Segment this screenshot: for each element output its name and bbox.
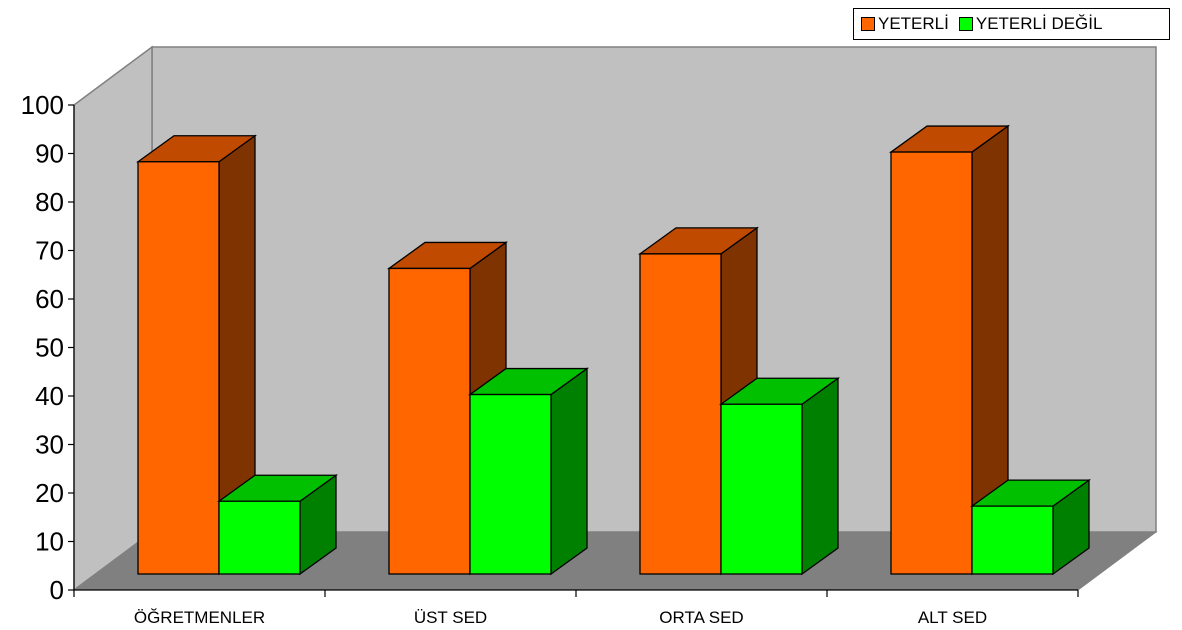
- y-tick-label: 80: [35, 187, 64, 217]
- bar-side-face: [550, 367, 588, 576]
- y-axis-ticks: 0 10 20 30 40 50 60 70 80 90 100: [21, 90, 75, 605]
- y-tick-label: 30: [35, 430, 64, 460]
- bar: [135, 134, 258, 576]
- x-tick-label: ALT SED: [918, 608, 987, 627]
- y-tick-label: 100: [21, 90, 64, 120]
- y-tick-label: 90: [35, 139, 64, 169]
- bar-front-face: [218, 500, 301, 575]
- legend-label-yeterli-degil: YETERLİ DEĞİL: [975, 14, 1103, 33]
- y-tick-label: 70: [35, 236, 64, 266]
- bar: [969, 478, 1092, 576]
- bar: [718, 376, 841, 576]
- legend-item-yeterli: YETERLİ: [861, 14, 949, 34]
- bars: [135, 124, 1092, 576]
- legend-swatch-yeterli: [861, 17, 875, 31]
- y-tick-label: 10: [35, 527, 64, 557]
- x-tick-label: ÜST SED: [414, 608, 487, 627]
- bar: [888, 124, 1011, 576]
- y-tick-label: 50: [35, 333, 64, 363]
- bar: [216, 473, 339, 576]
- bar-front-face: [971, 505, 1054, 575]
- legend: YETERLİ YETERLİ DEĞİL: [853, 8, 1170, 40]
- x-tick-label: ÖĞRETMENLER: [134, 608, 265, 627]
- legend-label-yeterli: YETERLİ: [878, 14, 949, 33]
- bar-side-face: [801, 376, 839, 576]
- y-tick-label: 40: [35, 381, 64, 411]
- bar-front-face: [137, 161, 220, 575]
- y-tick-label: 60: [35, 284, 64, 314]
- x-tick-label: ORTA SED: [659, 608, 743, 627]
- bar: [467, 367, 590, 576]
- bar-front-face: [639, 253, 722, 575]
- x-axis-labels: ÖĞRETMENLER ÜST SED ORTA SED ALT SED: [73, 589, 1079, 627]
- bar-front-face: [890, 151, 973, 575]
- legend-item-yeterli-degil: YETERLİ DEĞİL: [958, 14, 1103, 34]
- y-tick-label: 0: [50, 575, 64, 605]
- bar-front-face: [720, 403, 803, 575]
- bar-front-face: [388, 267, 471, 575]
- y-tick-label: 20: [35, 478, 64, 508]
- legend-swatch-yeterli-degil: [958, 17, 973, 31]
- bar-front-face: [469, 393, 552, 575]
